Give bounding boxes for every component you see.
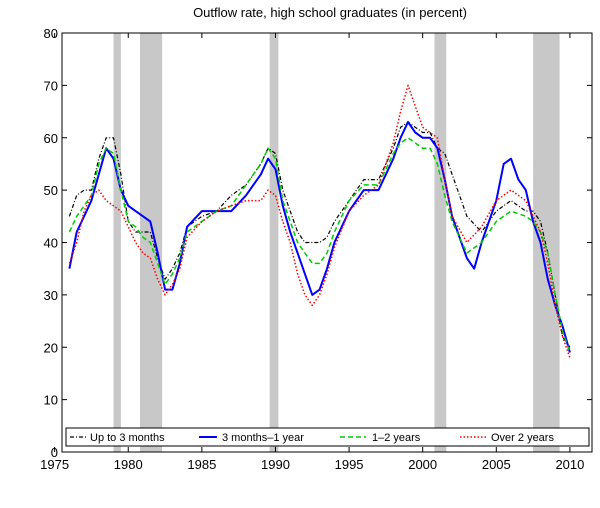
y-tick-label-50: 50 xyxy=(44,183,58,198)
y-tick-label-40: 40 xyxy=(44,236,58,251)
x-axis: 1975 1980 1985 1990 1995 2000 2005 2010 xyxy=(40,33,584,472)
y-tick-label-30: 30 xyxy=(44,288,58,303)
recession-band-4 xyxy=(434,33,447,452)
y-tick-label-20: 20 xyxy=(44,340,58,355)
x-tick-label-2000: 2000 xyxy=(408,457,437,472)
x-tick-label-2010: 2010 xyxy=(555,457,584,472)
x-tick-label-1980: 1980 xyxy=(114,457,143,472)
y-tick-label-60: 60 xyxy=(44,131,58,146)
recession-band-3 xyxy=(269,33,279,452)
legend-label-over-2-years: Over 2 years xyxy=(491,432,554,444)
chart-title: Outflow rate, high school graduates (in … xyxy=(193,5,467,20)
x-tick-label-1990: 1990 xyxy=(261,457,290,472)
x-tick-label-1975: 1975 xyxy=(40,457,69,472)
legend: Up to 3 months 3 months–1 year 1–2 years… xyxy=(65,427,590,447)
legend-label-3-months-1-year: 3 months–1 year xyxy=(222,432,304,444)
series-line-1-2-years xyxy=(68,137,571,353)
recession-band-5 xyxy=(533,33,560,452)
y-tick-label-10: 10 xyxy=(44,393,58,408)
x-tick-label-2005: 2005 xyxy=(482,457,511,472)
y-tick-label-70: 70 xyxy=(44,78,58,93)
y-axis: 0 10 20 30 40 50 60 70 80 xyxy=(44,26,592,460)
series-lines xyxy=(68,84,571,358)
y-tick-label-80: 80 xyxy=(44,26,58,41)
recession-shading xyxy=(113,33,560,452)
y-tick-label-0: 0 xyxy=(51,445,58,460)
legend-label-1-2-years: 1–2 years xyxy=(372,432,421,444)
series-line-up-to-3-months xyxy=(68,121,571,348)
legend-label-up-to-3-months: Up to 3 months xyxy=(90,432,165,444)
x-tick-label-1995: 1995 xyxy=(335,457,364,472)
series-line-3-months-1-year xyxy=(68,121,571,353)
recession-band-1 xyxy=(113,33,121,452)
x-tick-label-1985: 1985 xyxy=(187,457,216,472)
legend-box xyxy=(65,427,590,447)
